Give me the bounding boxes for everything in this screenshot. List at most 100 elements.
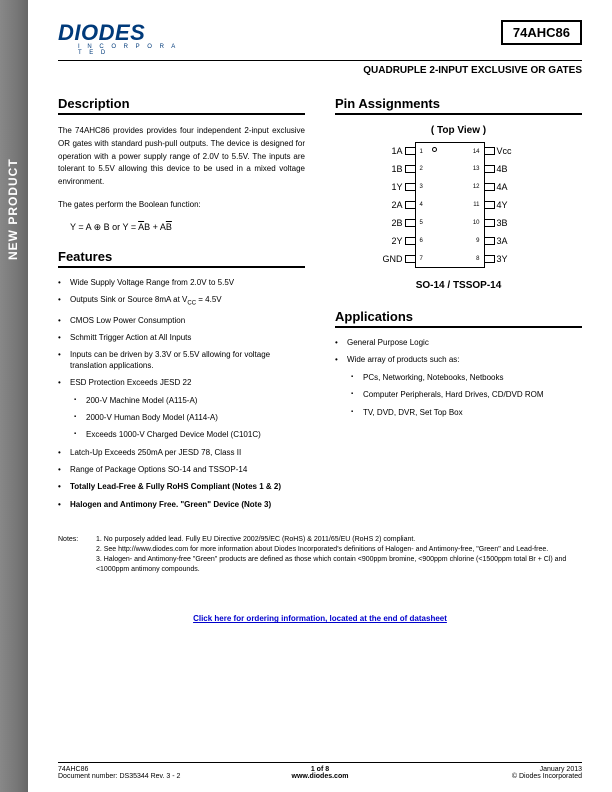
note-line: 1. No purposely added lead. Fully EU Dir… <box>96 536 415 543</box>
pin-lead <box>485 219 495 227</box>
app-sub-item: Computer Peripherals, Hard Drives, CD/DV… <box>363 390 582 400</box>
pin-num-right: 14 <box>473 149 480 155</box>
footer-date: January 2013 <box>409 766 582 773</box>
chip-row: 2A 411 4Y <box>369 196 549 214</box>
pin-lead <box>405 237 415 245</box>
feature-item: CMOS Low Power Consumption <box>70 316 305 326</box>
app-item: General Purpose Logic <box>347 338 582 348</box>
esd-item: 200-V Machine Model (A115-A) <box>86 396 305 406</box>
feature-item: Halogen and Antimony Free. "Green" Devic… <box>70 500 305 510</box>
notes-block: Notes: 1. No purposely added lead. Fully… <box>58 535 582 574</box>
pin-num-right: 12 <box>473 184 480 190</box>
feature-item: Range of Package Options SO-14 and TSSOP… <box>70 465 305 475</box>
pin-label-right: 4Y <box>495 200 531 210</box>
chip-body: 312 <box>415 178 485 196</box>
columns: Description The 74AHC86 provides provide… <box>58 96 582 517</box>
pin-label-right: 3B <box>495 218 531 228</box>
pin-label-right: Vcc <box>495 146 531 156</box>
chip-row: 1Y 312 4A <box>369 178 549 196</box>
pin1-dot <box>432 147 437 152</box>
features-heading: Features <box>58 249 305 264</box>
esd-sublist: 200-V Machine Model (A115-A) 2000-V Huma… <box>70 396 305 441</box>
pin-lead <box>405 147 415 155</box>
features-rule <box>58 266 305 268</box>
pin-label-left: 2Y <box>369 236 405 246</box>
apps-list: General Purpose Logic Wide array of prod… <box>335 338 582 418</box>
footer-rule <box>58 762 582 763</box>
right-column: Pin Assignments ( Top View ) 1A114Vcc1B2… <box>335 96 582 517</box>
note-line: 3. Halogen- and Antimony-free "Green" pr… <box>96 556 566 573</box>
pin-num-right: 8 <box>476 256 479 262</box>
footer-row: 74AHC86 Document number: DS35344 Rev. 3 … <box>58 766 582 780</box>
chip-body: 411 <box>415 196 485 214</box>
apps-heading: Applications <box>335 309 582 324</box>
feature-item: Outputs Sink or Source 8mA at VCC = 4.5V <box>70 295 305 308</box>
pins-heading: Pin Assignments <box>335 96 582 111</box>
footer-page: 1 of 8 <box>234 766 407 773</box>
app-sub-item: PCs, Networking, Notebooks, Netbooks <box>363 373 582 383</box>
page-content: DIODES I N C O R P O R A T E D 74AHC86 Q… <box>28 0 612 792</box>
chip-body: 213 <box>415 160 485 178</box>
sidebar-label: NEW PRODUCT <box>6 158 20 260</box>
description-para1: The 74AHC86 provides provides four indep… <box>58 125 305 189</box>
package-name: SO-14 / TSSOP-14 <box>335 280 582 291</box>
pin-label-right: 4B <box>495 164 531 174</box>
footer-right: January 2013 © Diodes Incorporated <box>409 766 582 780</box>
chip-row: 2B 510 3B <box>369 214 549 232</box>
subtitle: QUADRUPLE 2-INPUT EXCLUSIVE OR GATES <box>58 65 582 76</box>
footer: 74AHC86 Document number: DS35344 Rev. 3 … <box>58 762 582 780</box>
pin-lead <box>405 165 415 173</box>
pin-lead <box>485 183 495 191</box>
header-rule <box>58 60 582 61</box>
pin-label-left: 1B <box>369 164 405 174</box>
chip-row: GND783Y <box>369 250 549 268</box>
app-item: Wide array of products such as: PCs, Net… <box>347 355 582 418</box>
pin-num-left: 7 <box>420 256 423 262</box>
feature-item: Wide Supply Voltage Range from 2.0V to 5… <box>70 278 305 288</box>
description-heading: Description <box>58 96 305 111</box>
notes-body: 1. No purposely added lead. Fully EU Dir… <box>96 535 576 574</box>
chip-body: 510 <box>415 214 485 232</box>
pin-lead <box>485 201 495 209</box>
feature-item: Schmitt Trigger Action at All Inputs <box>70 333 305 343</box>
note-line: 2. See http://www.diodes.com for more in… <box>96 546 548 553</box>
feature-item: ESD Protection Exceeds JESD 22 200-V Mac… <box>70 378 305 441</box>
order-info-link[interactable]: Click here for ordering information, loc… <box>58 614 582 623</box>
pin-num-left: 6 <box>420 238 423 244</box>
pin-num-right: 13 <box>473 166 480 172</box>
chip-body: 69 <box>415 232 485 250</box>
chip-row: 1A114Vcc <box>369 142 549 160</box>
footer-part: 74AHC86 <box>58 766 231 773</box>
pin-label-right: 4A <box>495 182 531 192</box>
footer-url: www.diodes.com <box>234 773 407 780</box>
footer-center: 1 of 8 www.diodes.com <box>234 766 407 780</box>
pin-lead <box>485 237 495 245</box>
brand-logo: DIODES I N C O R P O R A T E D <box>58 20 178 56</box>
pin-label-left: 2A <box>369 200 405 210</box>
feature-item: Latch-Up Exceeds 250mA per JESD 78, Clas… <box>70 448 305 458</box>
features-list: Wide Supply Voltage Range from 2.0V to 5… <box>58 278 305 510</box>
part-number-box: 74AHC86 <box>501 20 582 45</box>
feature-item: Totally Lead-Free & Fully RoHS Compliant… <box>70 482 305 492</box>
pin-lead <box>485 147 495 155</box>
notes-label: Notes: <box>58 535 94 545</box>
chip-body: 78 <box>415 250 485 268</box>
pin-num-left: 4 <box>420 202 423 208</box>
pin-label-right: 3A <box>495 236 531 246</box>
pin-num-right: 9 <box>476 238 479 244</box>
pin-lead <box>405 183 415 191</box>
pin-lead <box>405 255 415 263</box>
boolean-formula: Y = A ⊕ B or Y = AB + AB <box>70 222 305 233</box>
pin-label-left: GND <box>369 254 405 264</box>
chip-diagram: 1A114Vcc1B2134B1Y3124A2A4114Y2B5103B2Y69… <box>369 142 549 268</box>
pin-label-left: 2B <box>369 218 405 228</box>
chip-row: 2Y693A <box>369 232 549 250</box>
sidebar-band: NEW PRODUCT <box>0 0 28 792</box>
logo-sub: I N C O R P O R A T E D <box>78 44 178 56</box>
pin-num-left: 5 <box>420 220 423 226</box>
left-column: Description The 74AHC86 provides provide… <box>58 96 305 517</box>
esd-item: 2000-V Human Body Model (A114-A) <box>86 413 305 423</box>
pin-label-left: 1Y <box>369 182 405 192</box>
pin-lead <box>485 165 495 173</box>
chip-body: 114 <box>415 142 485 160</box>
